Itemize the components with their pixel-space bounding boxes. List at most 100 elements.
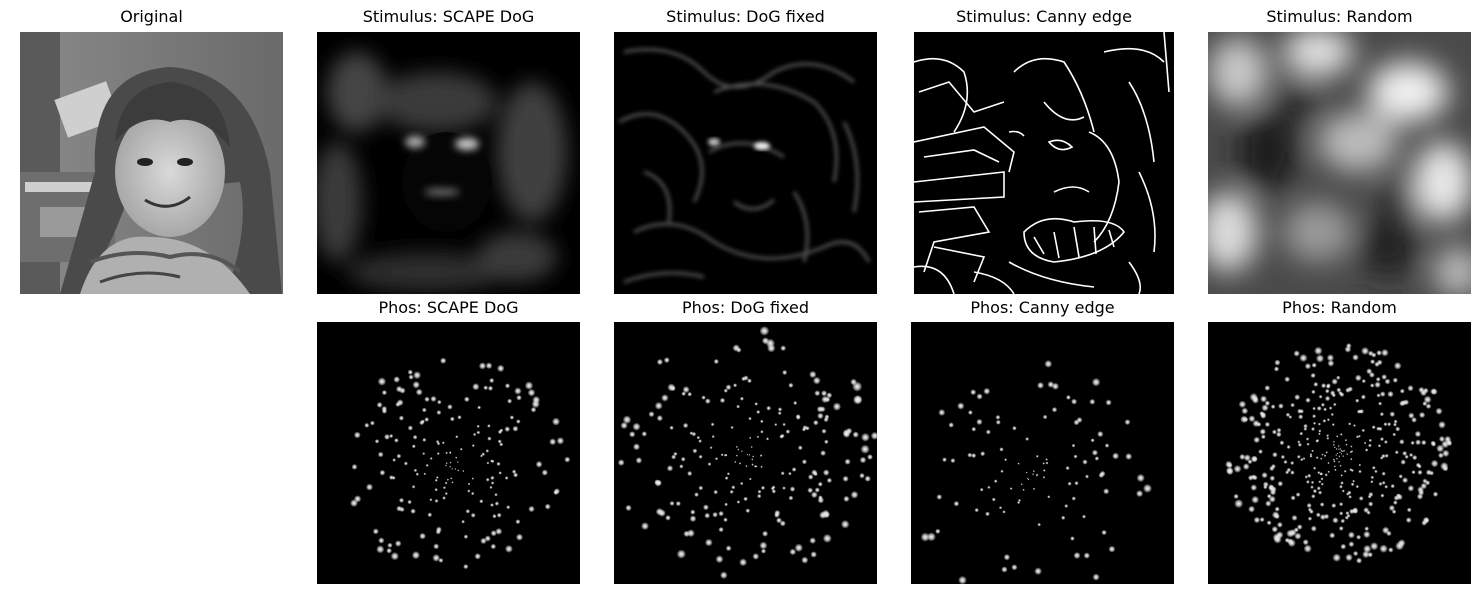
phosphene-dot (1332, 440, 1336, 443)
phosphene-dot (844, 458, 851, 465)
phosphene-dot (1336, 452, 1339, 455)
phosphene-dot (1416, 493, 1424, 500)
phosphene-dot (1310, 525, 1317, 532)
phosphene-dot (1303, 544, 1312, 553)
phosphene-dot (1315, 456, 1319, 460)
phosphene-dot (1411, 417, 1417, 423)
phosphene-dot (1264, 385, 1271, 391)
phosphene-dot (1340, 543, 1347, 550)
phosphene-dot (1089, 398, 1096, 405)
phosphene-dot (389, 433, 394, 439)
stimulus-image (317, 32, 580, 294)
phosphene-dot (1311, 494, 1316, 499)
phosphene-dot (1067, 481, 1072, 486)
phosphene-dot (515, 533, 524, 541)
phosphene-dot (1290, 402, 1295, 408)
phosphene-dot (1346, 453, 1349, 456)
phosphene-dot (1425, 403, 1432, 409)
phosphene-dot (377, 377, 387, 386)
phosphene-dot (1011, 564, 1018, 571)
phosphene-dot (1368, 371, 1375, 378)
phosphene-dot (551, 417, 561, 426)
phosphene-dot (483, 385, 489, 391)
phosphene-dot (1328, 406, 1333, 410)
phosphene-dot (1240, 415, 1248, 424)
phosphene-dot (1004, 458, 1008, 462)
phosphene-dot (950, 458, 956, 464)
phosphene-dot (1311, 449, 1314, 453)
phosphene-dot (1071, 496, 1076, 501)
phosphene-dot (1305, 397, 1311, 403)
phosphene-dot (1358, 434, 1361, 438)
phosphene-dot (1417, 469, 1423, 475)
phosphene-dot (765, 437, 770, 441)
phosphene-dot (495, 527, 503, 535)
phosphene-dot (807, 487, 814, 494)
phosphene-dot (1112, 452, 1120, 460)
phosphene-dot (504, 544, 513, 553)
phosphene-dot (424, 396, 430, 403)
phosphene-dot (1345, 511, 1350, 516)
phosphene-dot (1125, 452, 1133, 461)
phosphene-dot (470, 512, 476, 518)
phosphene-dot (386, 547, 392, 554)
panel-title: Stimulus: SCAPE DoG (362, 7, 535, 26)
phosphene-dot (864, 475, 871, 482)
phosphene-dot (374, 439, 380, 444)
phosphene-dot (712, 511, 718, 518)
phosphene-dot (709, 446, 713, 450)
phosphene-dot (793, 400, 798, 406)
phosphene-dot (692, 448, 698, 454)
phosphene-dot (635, 457, 643, 464)
phosphene-dot (1073, 419, 1080, 426)
phosphene-dot (1051, 382, 1060, 390)
phosphene-dot (985, 511, 990, 517)
phosphene-dot (442, 496, 446, 500)
phosphene-dot (1253, 516, 1261, 524)
phosphene-dot (1286, 444, 1291, 450)
phosphene-dot (745, 508, 751, 514)
phosphene-dot (843, 495, 850, 503)
phosphene-dot (632, 443, 641, 451)
phosphene-dot (669, 425, 674, 430)
phosphene-dot (1363, 530, 1371, 539)
phosphene-dot (813, 471, 818, 477)
phosphene-dot (1363, 441, 1367, 445)
phosphene-dot (770, 486, 775, 491)
phosphene-dot (1383, 422, 1388, 427)
phosphene-dot (412, 434, 418, 440)
phosphene-dot (1424, 480, 1431, 486)
phosphene-dot (780, 471, 785, 476)
phosphene-dot (1405, 517, 1412, 524)
phosphene-dot (1379, 437, 1385, 442)
phosphene-dot (445, 451, 448, 455)
phosphene-dot (1321, 453, 1324, 456)
phosphene-dot (1379, 391, 1386, 397)
phosphene-dot (850, 490, 859, 499)
phosphene-dot (1388, 504, 1396, 512)
phosphene-dot (1311, 427, 1315, 431)
phosphene-dot (498, 471, 502, 475)
phosphene-dot (1374, 469, 1378, 474)
phosphene-dot (1291, 514, 1298, 521)
phosphene-dot (516, 394, 522, 401)
phosphene-dot (675, 500, 681, 507)
phosphene-dot (720, 453, 724, 457)
phosphene-dot (1381, 471, 1386, 476)
phosphene-dot (748, 477, 752, 481)
phosphene-dot (1320, 457, 1323, 460)
phosphene-dot (713, 489, 718, 495)
panel-phosphenes-dog-fixed: Phos: DoG fixed (614, 292, 877, 584)
phosphene-dot (976, 393, 983, 400)
phosphene-dot (1345, 553, 1353, 562)
phosphene-dot (378, 537, 385, 544)
phosphene-dot (1250, 455, 1258, 463)
phosphene-dot (654, 401, 663, 410)
phosphene-dot (1091, 449, 1098, 456)
phosphene-dot (760, 485, 766, 491)
phosphene-dot (867, 454, 873, 460)
phosphene-dot (467, 489, 471, 493)
phosphene-dot (1045, 461, 1049, 465)
phosphene-dot (1085, 474, 1089, 479)
phosphene-dot (490, 481, 495, 485)
